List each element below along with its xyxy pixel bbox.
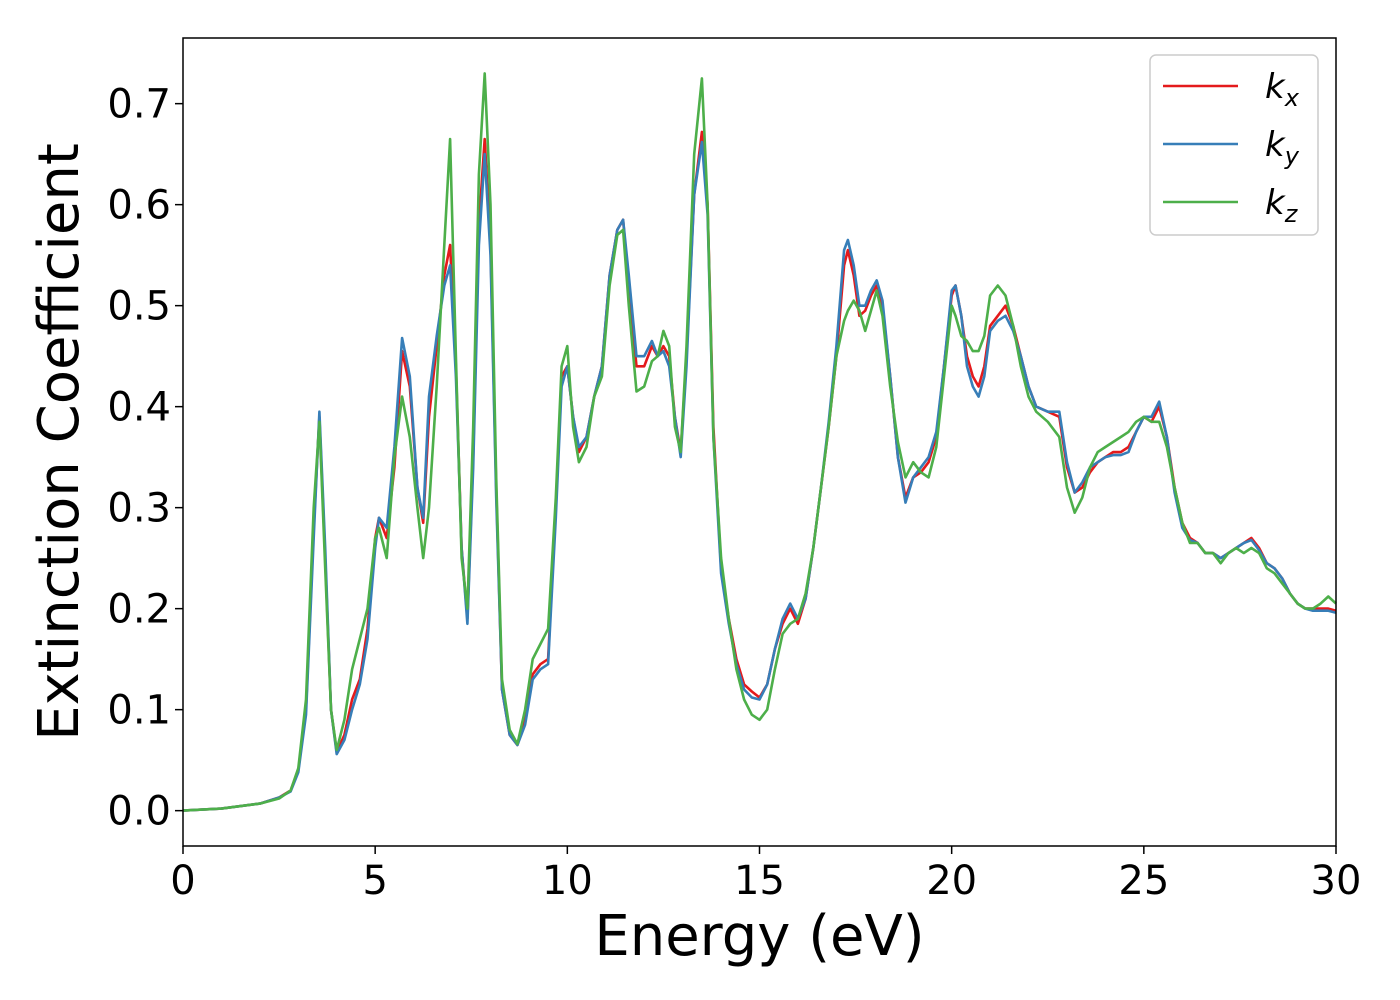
x-tick-label: 10	[542, 858, 593, 904]
plot-area	[182, 72, 1337, 812]
y-axis: 0.0 0.1 0.2 0.3 0.4 0.5 0.6 0.7	[107, 82, 183, 835]
x-tick-label: 15	[734, 858, 785, 904]
y-tick-label: 0.7	[107, 82, 171, 128]
legend-label-z: kz	[1265, 183, 1299, 228]
legend: kx ky kz	[1149, 54, 1319, 236]
y-tick-label: 0.4	[107, 385, 171, 431]
legend-label-y: ky	[1265, 125, 1300, 170]
x-axis-label: Energy (eV)	[594, 904, 924, 969]
y-tick-label: 0.0	[107, 789, 171, 835]
x-axis: 0 5 10 15 20 25 30	[170, 846, 1361, 904]
series-line-z	[182, 72, 1337, 812]
x-tick-label: 0	[170, 858, 195, 904]
y-tick-label: 0.2	[107, 587, 171, 633]
x-tick-label: 5	[362, 858, 387, 904]
y-axis-label: Extinction Coefficient	[27, 143, 92, 741]
legend-label-x: kx	[1265, 67, 1300, 112]
x-tick-label: 25	[1118, 858, 1169, 904]
x-tick-label: 30	[1311, 858, 1362, 904]
y-tick-label: 0.6	[107, 183, 171, 229]
x-tick-label: 20	[926, 858, 977, 904]
y-tick-label: 0.5	[107, 284, 171, 330]
y-tick-label: 0.3	[107, 486, 171, 532]
series-line-y	[182, 140, 1337, 812]
y-tick-label: 0.1	[107, 688, 171, 734]
